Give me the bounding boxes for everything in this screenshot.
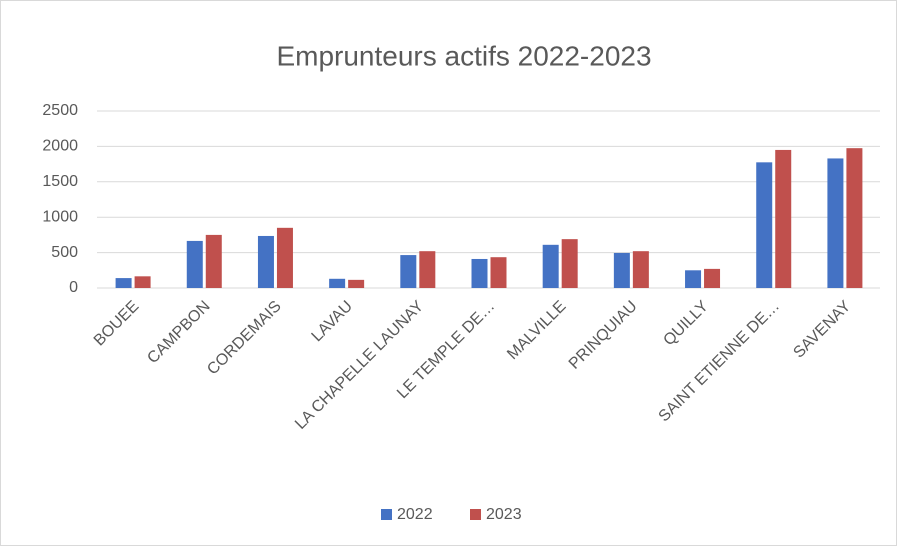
bar [186, 240, 203, 288]
bar [827, 158, 844, 288]
bar [471, 258, 488, 288]
legend-swatch [470, 509, 481, 520]
bar [685, 270, 702, 288]
chart-title: Emprunteurs actifs 2022-2023 [276, 40, 651, 71]
y-tick-label: 1500 [42, 173, 78, 190]
y-tick-label: 1000 [42, 208, 78, 225]
y-tick-label: 2500 [42, 102, 78, 119]
bar [490, 257, 507, 288]
bar [205, 234, 222, 288]
bar [542, 244, 559, 288]
bar [134, 276, 151, 288]
y-tick-label: 500 [51, 244, 78, 261]
bar [846, 148, 863, 288]
bar [257, 235, 274, 288]
legend-label: 2023 [486, 506, 522, 523]
y-tick-label: 0 [69, 279, 78, 296]
bar [419, 251, 436, 288]
bar [329, 278, 346, 288]
bar [613, 252, 630, 288]
bar [632, 251, 649, 288]
bar [276, 227, 293, 288]
bar [348, 279, 365, 288]
y-tick-label: 2000 [42, 138, 78, 155]
bar [115, 278, 132, 288]
bar [775, 149, 792, 288]
bar [704, 268, 721, 288]
legend-label: 2022 [397, 506, 433, 523]
bar [756, 162, 773, 288]
bar [561, 239, 578, 288]
bar [400, 255, 417, 288]
legend-swatch [381, 509, 392, 520]
